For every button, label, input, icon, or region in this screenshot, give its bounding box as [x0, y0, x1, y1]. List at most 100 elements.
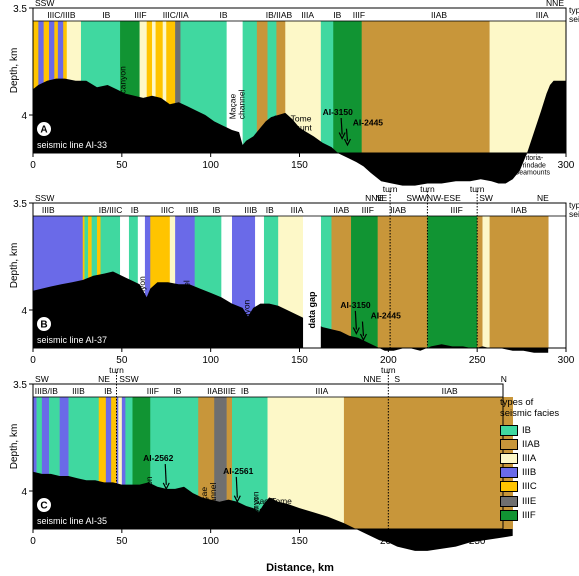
x-tick-label: 100 — [202, 355, 219, 366]
y-axis-label: Depth, km — [9, 48, 20, 94]
seafloor-profile — [33, 271, 549, 353]
facies-column-iiic — [33, 21, 39, 153]
legend-item-iiif: IIIF — [500, 508, 579, 522]
x-tick-label: 300 — [558, 160, 575, 171]
well-arrow — [345, 128, 349, 142]
y-tick-label: 3.5 — [13, 199, 27, 210]
facies-header-label: IB — [241, 386, 249, 396]
direction-mark: NE — [537, 193, 549, 203]
y-tick-label: 4 — [21, 306, 27, 317]
facies-header-label: IIIB — [244, 205, 257, 215]
feature-label: canyon — [251, 491, 261, 519]
direction-label-left: SSW — [35, 0, 54, 8]
facies-header-label: IIIF — [134, 10, 146, 20]
facies-header-label: IIAB — [431, 10, 447, 20]
facies-column-ib — [125, 397, 133, 529]
facies-column-iiie — [214, 397, 227, 529]
facies-column-gap — [137, 216, 146, 348]
facies-header-label: IIIF — [451, 205, 463, 215]
direction-label-right: NNE — [546, 0, 564, 8]
legend-swatch — [500, 481, 518, 493]
x-axis-label: Distance, km — [266, 562, 334, 574]
well-arrow — [164, 464, 167, 485]
legend-item-iiic: IIIC — [500, 480, 579, 494]
direction-mark: SSW — [119, 374, 138, 384]
panel-a: IIIC/IIIB IB IIIF IIIC/IIA IB IB/IIAB IIIA IB II… — [9, 0, 579, 186]
facies-column-iiib — [121, 397, 126, 529]
well-label: AI-2445 — [371, 311, 402, 321]
feature-label: Maçaechannel — [199, 483, 218, 513]
facies-column-ib — [320, 21, 334, 153]
seafloor-profile — [33, 78, 566, 186]
legend-swatch — [500, 509, 518, 521]
facies-column-iiab — [343, 397, 513, 529]
direction-mark: N — [501, 374, 507, 384]
direction-mark: NE — [375, 193, 387, 203]
legend-item-iiab: IIAB — [500, 437, 579, 451]
x-tick-label: 200 — [380, 536, 397, 547]
legend-swatch — [500, 452, 518, 464]
direction-mark: NNE — [363, 374, 381, 384]
facies-column-iiic — [111, 397, 117, 529]
feature-label: Sao Tome Seamount — [273, 113, 312, 132]
facies-column-iiab — [377, 216, 428, 348]
well-arrow — [235, 476, 238, 498]
well-label: AI-3150 — [340, 300, 371, 310]
direction-mark: turn — [109, 365, 124, 375]
feature-label: Vitoria-Trindade Seamounts — [515, 155, 551, 177]
facies-header-label: IB/IIIC — [99, 205, 123, 215]
legend-item-ib: IB — [500, 423, 579, 437]
x-tick-label: 150 — [291, 536, 308, 547]
x-tick-label: 150 — [291, 355, 308, 366]
facies-column-gap — [226, 21, 243, 153]
y-tick-label: 4 — [21, 111, 27, 122]
legend-label: IIAB — [522, 438, 540, 450]
facies-column-iiib — [59, 397, 69, 529]
facies-header-label: IIIB — [42, 205, 55, 215]
x-tick-label: 0 — [30, 160, 36, 171]
facies-column-iiie — [175, 21, 181, 153]
panel-letter: B — [40, 320, 47, 331]
facies-header-label: IIIC/IIA — [163, 10, 189, 20]
well-label: AI-2561 — [223, 466, 254, 476]
facies-column-iiia — [139, 21, 148, 153]
well-label: AI-2562 — [143, 453, 174, 463]
legend-item-iiia: IIIA — [500, 451, 579, 465]
data-gap-mask — [303, 218, 321, 348]
facies-column-ib — [242, 21, 258, 153]
facies-column-iiic — [155, 21, 163, 153]
panel-letter-badge — [36, 316, 52, 332]
facies-header-label: IIAB — [390, 205, 406, 215]
direction-mark: turn — [470, 184, 485, 194]
well-label: AI-3150 — [323, 107, 354, 117]
facies-column-iiab — [256, 21, 268, 153]
facies-column-iiif — [351, 216, 378, 348]
facies-header-label: IB — [333, 10, 341, 20]
facies-column-iiic — [146, 21, 153, 153]
facies-column-iiab — [361, 21, 490, 153]
facies-column-gap — [255, 216, 265, 348]
feature-label: canyon — [242, 299, 252, 327]
facies-header-label: IIAB — [333, 205, 349, 215]
facies-column-ib — [320, 216, 332, 348]
facies-column-iiib — [33, 397, 37, 529]
legend-label: IIIA — [522, 452, 537, 464]
facies-column-iiia — [308, 21, 322, 153]
legend-item-iiib: IIIB — [500, 466, 579, 480]
facies-header-label: IIAB — [511, 205, 527, 215]
well-arrow-head — [352, 327, 360, 335]
facies-column-iiia — [152, 21, 156, 153]
facies-header-label: IIIC/IIIB — [47, 10, 76, 20]
facies-column-iiib — [116, 397, 119, 529]
direction-mark: turn — [383, 184, 398, 194]
x-tick-label: 50 — [116, 160, 128, 171]
feature-label: Sao Tome Seamount — [253, 496, 292, 515]
well-arrow-head — [359, 333, 367, 342]
x-tick-label: 0 — [30, 536, 36, 547]
direction-mark: SW — [406, 193, 420, 203]
direction-mark: NNE — [365, 193, 383, 203]
legend-title: types of seismic facies — [500, 397, 560, 419]
x-tick-label: 50 — [116, 536, 128, 547]
x-tick-label: 200 — [380, 160, 397, 171]
